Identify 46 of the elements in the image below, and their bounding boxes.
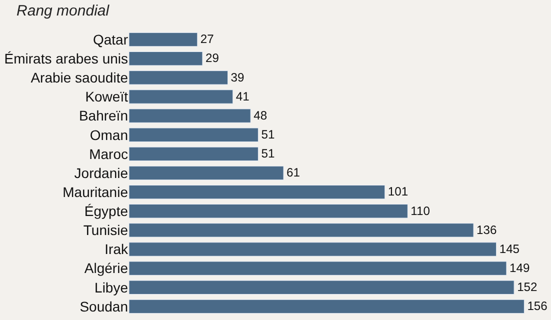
data-label: 136 xyxy=(476,222,497,237)
bar xyxy=(129,280,514,295)
bar xyxy=(129,70,228,85)
y-tick-label: Oman xyxy=(90,126,128,143)
y-tick-label: Libye xyxy=(94,279,128,296)
bar xyxy=(129,108,251,123)
bar xyxy=(129,299,524,314)
y-tick-label: Tunisie xyxy=(83,222,128,238)
data-label: 39 xyxy=(230,70,245,84)
bar xyxy=(129,223,474,238)
y-tick-label: Koweït xyxy=(85,88,128,105)
data-label: 51 xyxy=(261,128,275,142)
bar xyxy=(129,261,507,276)
data-label: 145 xyxy=(499,242,520,256)
data-label: 156 xyxy=(527,299,548,314)
y-tick-label: Émirats arabes unis xyxy=(4,50,128,66)
bar xyxy=(129,204,408,218)
bar xyxy=(129,128,258,142)
data-label: 61 xyxy=(286,166,300,180)
y-tick-label: Jordanie xyxy=(74,164,128,181)
bar xyxy=(129,32,198,47)
data-label: 27 xyxy=(200,32,214,46)
bar xyxy=(129,184,386,200)
bar xyxy=(129,51,203,66)
bar xyxy=(129,242,497,256)
data-label: 48 xyxy=(254,108,268,122)
y-tick-label: Arabie saoudite xyxy=(30,70,128,86)
data-label: 41 xyxy=(236,89,250,104)
chart-title: Rang mondial xyxy=(16,2,110,20)
y-tick-label: Bahreïn xyxy=(78,108,128,124)
y-tick-label: Mauritanie xyxy=(62,184,128,200)
data-label: 101 xyxy=(388,184,408,199)
y-tick-label: Irak xyxy=(104,241,129,258)
y-tick-label: Algérie xyxy=(84,260,128,276)
bar xyxy=(129,146,258,162)
y-tick-label: Égypte xyxy=(84,203,128,220)
bar xyxy=(129,90,234,104)
bar xyxy=(129,166,284,180)
data-label: 152 xyxy=(517,280,538,294)
data-label: 110 xyxy=(410,204,430,218)
data-label: 29 xyxy=(205,51,220,66)
data-label: 149 xyxy=(509,260,530,275)
data-label: 51 xyxy=(261,146,275,161)
y-tick-label: Qatar xyxy=(92,31,128,48)
y-tick-label: Maroc xyxy=(89,146,128,162)
y-tick-label: Soudan xyxy=(80,298,128,314)
